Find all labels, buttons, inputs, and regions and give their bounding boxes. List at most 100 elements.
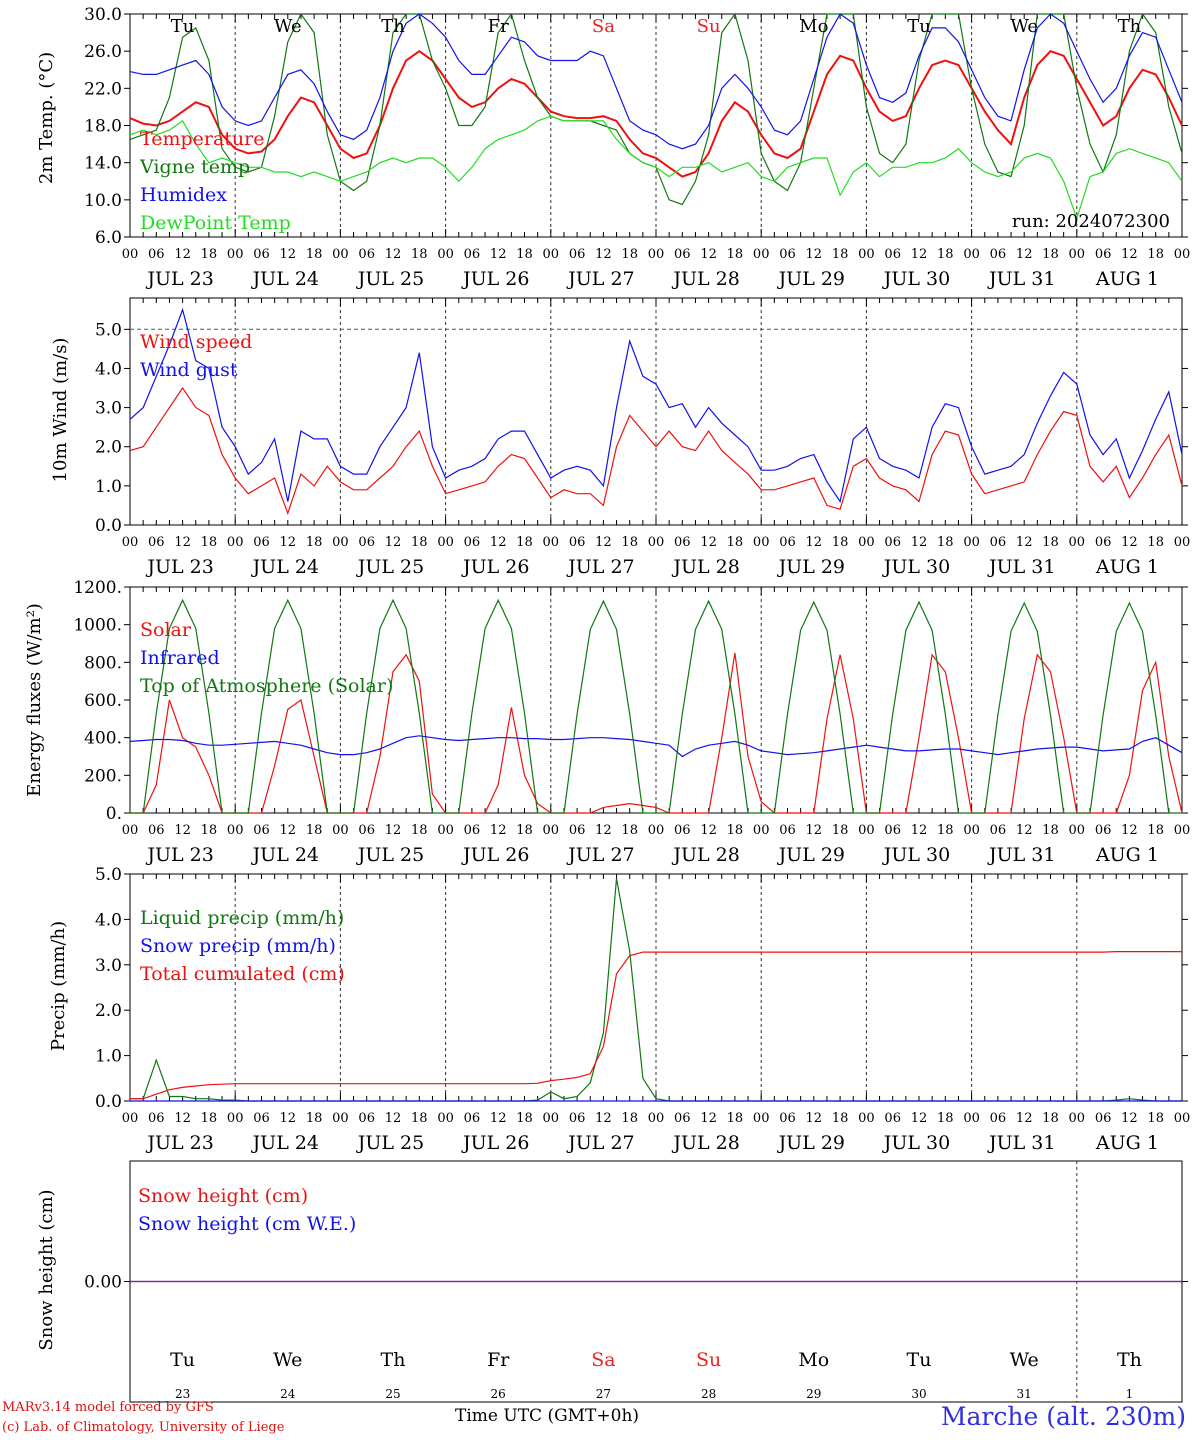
y-tick-label: 3.0 [95, 399, 122, 419]
y-axis-label: 2m Temp. (°C) [36, 52, 57, 184]
x-day-label: JUL 30 [882, 556, 950, 578]
x-day-label: JUL 31 [987, 556, 1055, 578]
x-hour-label: 12 [490, 1111, 507, 1126]
x-day-label: JUL 27 [566, 268, 634, 290]
x-hour-label: 12 [1016, 535, 1033, 550]
x-hour-label: 06 [464, 1111, 481, 1126]
x-hour-label: 00 [648, 823, 665, 838]
x-day-label: JUL 31 [987, 268, 1055, 290]
x-hour-label: 12 [1016, 823, 1033, 838]
legend-entry: Vigne temp [139, 156, 250, 178]
x-hour-label: 18 [201, 247, 218, 262]
x-hour-label: 00 [753, 823, 770, 838]
x-hour-label: 00 [858, 823, 875, 838]
x-hour-label: 12 [280, 247, 297, 262]
x-hour-label: 06 [464, 823, 481, 838]
x-hour-label: 18 [727, 535, 744, 550]
x-hour-label: 00 [753, 1111, 770, 1126]
x-hour-label: 12 [1121, 535, 1138, 550]
x-hour-label: 18 [937, 823, 954, 838]
y-tick-label: 800. [84, 653, 122, 673]
x-hour-label: 06 [1095, 535, 1112, 550]
x-hour-label: 06 [253, 823, 270, 838]
x-hour-label: 00 [963, 247, 980, 262]
x-hour-label: 12 [385, 1111, 402, 1126]
model-credit-line: MARv3.14 model forced by GFS [2, 1400, 214, 1415]
y-tick-label: 10.0 [84, 191, 122, 211]
x-hour-label: 18 [832, 823, 849, 838]
y-tick-label: 200. [84, 766, 122, 786]
x-hour-label: 18 [832, 535, 849, 550]
legend-entry: Solar [140, 619, 192, 641]
x-hour-label: 12 [280, 1111, 297, 1126]
weekday-label: Tu [907, 1349, 932, 1371]
x-day-label: JUL 29 [777, 556, 845, 578]
y-tick-label: 4.0 [95, 359, 122, 379]
x-hour-label: 06 [884, 823, 901, 838]
y-tick-label: 1.0 [95, 1047, 122, 1067]
x-day-label: JUL 25 [356, 268, 424, 290]
x-hour-label: 12 [280, 535, 297, 550]
x-hour-label: 06 [148, 823, 165, 838]
weekday-label: Mo [799, 16, 828, 37]
x-hour-label: 06 [253, 1111, 270, 1126]
weekday-label: Fr [487, 1349, 510, 1371]
x-hour-label: 18 [1147, 247, 1164, 262]
x-hour-label: 18 [516, 535, 533, 550]
x-hour-label: 18 [306, 535, 323, 550]
day-number-label: 24 [280, 1387, 296, 1401]
x-hour-label: 00 [1174, 1111, 1191, 1126]
x-hour-label: 12 [1016, 1111, 1033, 1126]
x-hour-label: 18 [516, 823, 533, 838]
x-hour-label: 18 [621, 1111, 638, 1126]
legend-entry: Snow height (cm) [138, 1185, 308, 1207]
day-number-label: 31 [1017, 1387, 1032, 1401]
y-tick-label: 1200. [73, 578, 122, 598]
x-hour-label: 06 [358, 823, 375, 838]
x-hour-label: 00 [1069, 823, 1086, 838]
y-tick-label: 400. [84, 729, 122, 749]
x-hour-label: 00 [648, 247, 665, 262]
x-day-label: JUL 24 [251, 844, 319, 866]
series-line-dewpoint-temp [129, 115, 1183, 221]
x-hour-label: 12 [280, 823, 297, 838]
x-hour-label: 18 [727, 247, 744, 262]
x-hour-label: 00 [1069, 247, 1086, 262]
x-hour-label: 06 [358, 247, 375, 262]
series-line-solar [130, 652, 1183, 814]
day-number-label: 30 [911, 1387, 926, 1401]
x-day-label: JUL 24 [251, 268, 319, 290]
x-hour-label: 18 [201, 823, 218, 838]
legend-entry: Wind speed [140, 331, 252, 353]
x-day-label: JUL 24 [251, 556, 319, 578]
x-hour-label: 00 [858, 1111, 875, 1126]
x-day-label: AUG 1 [1095, 844, 1159, 866]
day-number-label: 27 [596, 1387, 611, 1401]
x-hour-label: 06 [884, 247, 901, 262]
y-tick-label: 5.0 [95, 320, 122, 340]
x-day-label: JUL 23 [145, 268, 213, 290]
x-hour-label: 06 [148, 535, 165, 550]
day-number-label: 25 [385, 1387, 400, 1401]
x-hour-label: 18 [621, 247, 638, 262]
x-hour-label: 12 [174, 247, 191, 262]
x-hour-label: 12 [700, 247, 717, 262]
x-hour-label: 18 [832, 1111, 849, 1126]
y-axis-label: 10m Wind (m/s) [50, 338, 71, 483]
x-hour-label: 00 [1174, 823, 1191, 838]
x-hour-label: 00 [858, 535, 875, 550]
x-day-label: JUL 27 [566, 556, 634, 578]
x-hour-label: 06 [990, 1111, 1007, 1126]
x-hour-label: 12 [174, 535, 191, 550]
x-hour-label: 12 [385, 535, 402, 550]
x-hour-label: 06 [569, 823, 586, 838]
x-hour-label: 06 [674, 1111, 691, 1126]
x-hour-label: 06 [779, 535, 796, 550]
x-hour-label: 12 [490, 823, 507, 838]
weekday-label: Th [1118, 16, 1142, 37]
x-hour-label: 18 [201, 535, 218, 550]
x-hour-label: 00 [543, 1111, 560, 1126]
x-hour-label: 12 [1121, 247, 1138, 262]
y-tick-label: 1000. [73, 616, 122, 636]
x-day-label: JUL 25 [356, 1132, 424, 1154]
